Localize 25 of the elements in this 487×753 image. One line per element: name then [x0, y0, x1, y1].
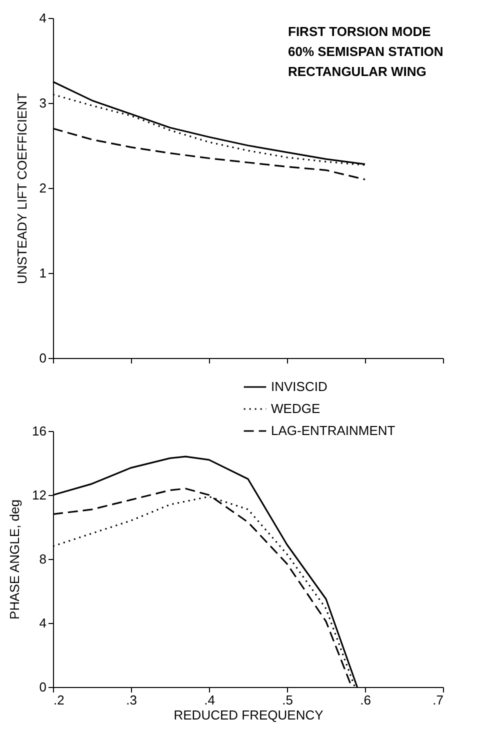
x-tick-label: .4: [204, 692, 215, 708]
x-tick-label: .3: [126, 692, 137, 708]
legend-label: LAG-ENTRAINMENT: [271, 423, 396, 438]
y-tick-label: 0: [39, 350, 46, 366]
x-tick-label: .7: [432, 692, 444, 708]
y-tick-label: 4: [39, 10, 46, 26]
x-tick-label: .2: [54, 692, 64, 708]
y-tick-label: 8: [39, 552, 46, 566]
annotation: RECTANGULAR WING: [288, 64, 426, 79]
y-tick-label: 0: [39, 680, 46, 694]
y-axis-title: UNSTEADY LIFT COEFFICIENT: [14, 92, 30, 284]
annotation: FIRST TORSION MODE: [288, 24, 432, 39]
x-axis-title: REDUCED FREQUENCY: [174, 708, 324, 722]
x-tick-label: .6: [360, 692, 371, 708]
y-tick-label: 12: [32, 488, 46, 502]
y-tick-label: 2: [39, 180, 46, 196]
y-tick-label: 16: [32, 424, 46, 438]
y-tick-label: 1: [39, 266, 46, 280]
x-tick-label: .5: [282, 692, 293, 708]
legend-label: WEDGE: [271, 401, 320, 416]
y-axis-title: PHASE ANGLE, deg: [7, 500, 22, 620]
y-tick-label: 4: [39, 616, 46, 630]
annotation: 60% SEMISPAN STATION: [288, 44, 444, 59]
y-tick-label: 3: [39, 96, 46, 110]
legend-label: INVISCID: [271, 379, 328, 394]
